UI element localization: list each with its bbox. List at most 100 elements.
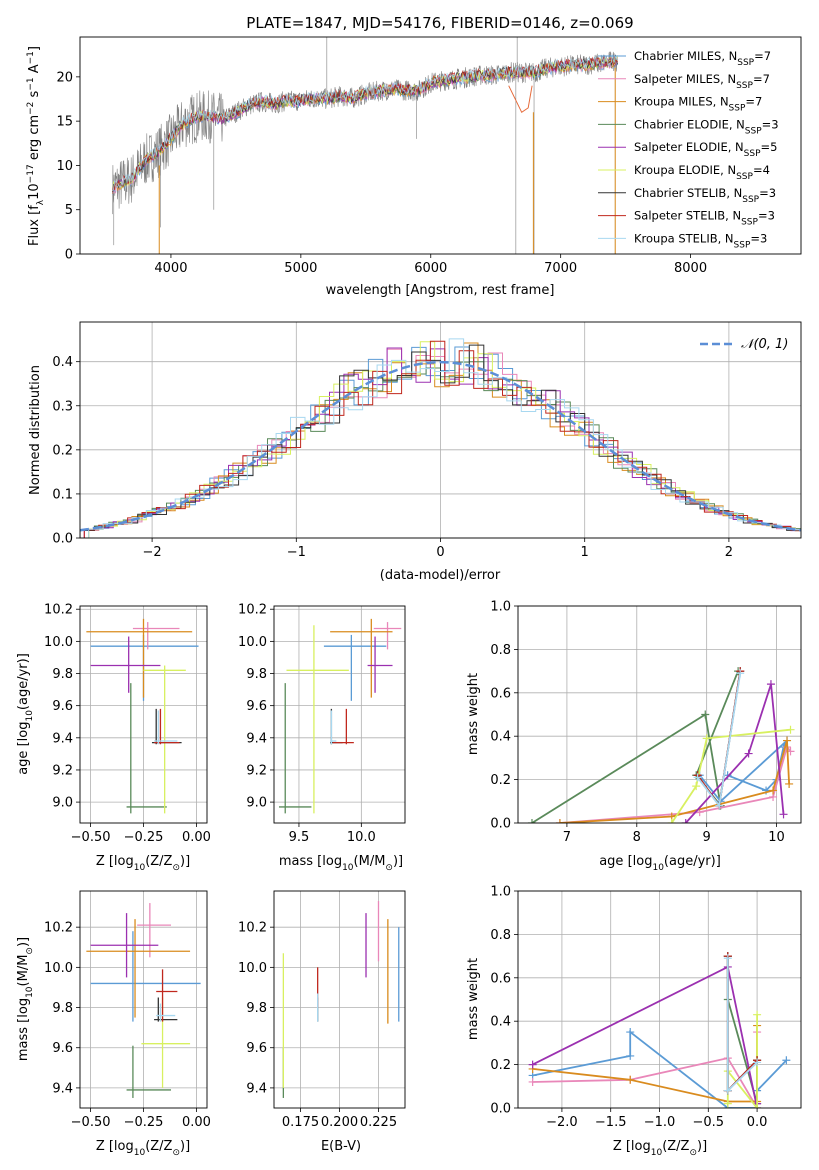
y-tick-label: 0.4 xyxy=(490,1015,511,1030)
y-tick-label: 0.2 xyxy=(490,773,511,788)
error-bar-point xyxy=(278,683,312,814)
y-tick-label: 15 xyxy=(56,115,73,130)
error-bar-point xyxy=(286,625,349,814)
mass-weight-marker xyxy=(701,710,710,719)
y-tick-label: 9.8 xyxy=(246,667,267,682)
y-tick-label: 9.6 xyxy=(246,1041,267,1056)
y-tick-label: 9.6 xyxy=(52,699,73,714)
y-tick-label: 0.0 xyxy=(490,1102,511,1117)
mass-weight-marker xyxy=(626,1075,635,1084)
mass-weight-marker xyxy=(681,819,690,823)
error-bar-point xyxy=(154,710,178,745)
age-weight-axes-frame xyxy=(517,605,802,824)
y-tick-label: 10.2 xyxy=(238,921,267,936)
mass-age-axes: 9.5 10.0 9.0 9.2 9.4 9.6 9.8 10.0 10.2 xyxy=(238,603,406,845)
legend-label: Chabrier STELIB, NSSP=3 xyxy=(634,186,776,205)
error-bar-point xyxy=(323,634,387,701)
mass-weight-marker xyxy=(744,749,753,758)
mass-weight-marker xyxy=(766,680,775,689)
mass-weight-marker xyxy=(555,819,564,823)
x-tick-label: 10.0 xyxy=(347,830,376,845)
y-tick-label: 10.0 xyxy=(44,961,73,976)
y-tick-label: 20 xyxy=(56,70,73,85)
error-bar-point xyxy=(156,1003,176,1022)
y-tick-label: 0 xyxy=(65,248,73,263)
y-tick-label: 9.0 xyxy=(52,796,73,811)
y-tick-label: 9.8 xyxy=(52,667,73,682)
error-bar-point xyxy=(90,634,199,701)
mass-weight-marker xyxy=(783,736,792,745)
error-bar-point xyxy=(143,665,186,814)
y-tick-label: 9.8 xyxy=(52,1001,73,1016)
residual-histogram xyxy=(88,341,801,538)
residual-histogram xyxy=(83,340,801,538)
x-tick-label: −0.25 xyxy=(124,1115,164,1130)
residual-ylabel: Normed distribution xyxy=(28,365,43,495)
y-tick-label: 10.2 xyxy=(238,603,267,618)
mass-weight-line xyxy=(532,1025,758,1103)
y-tick-label: 9.8 xyxy=(246,1001,267,1016)
z-weight-axes-ticks: −2.0 −1.5 −1.0 −0.5 0.0 0.0 0.2 0.4 0.6 0.8 1.0 xyxy=(490,885,801,1130)
z-weight-axes-frame xyxy=(517,890,802,1109)
z-mass-xlabel: Z [log10(Z/Z⊙)] xyxy=(96,1139,190,1158)
legend-label: Chabrier ELODIE, NSSP=3 xyxy=(634,117,779,136)
x-tick-label: 9.5 xyxy=(289,830,310,845)
mass-weight-marker xyxy=(753,1010,762,1019)
x-tick-label: −2 xyxy=(143,545,162,560)
x-tick-label: 0.00 xyxy=(182,1115,211,1130)
y-tick-label: 9.2 xyxy=(52,763,73,778)
x-tick-label: 8000 xyxy=(674,261,707,276)
y-tick-label: 0.4 xyxy=(52,355,73,370)
mass-age-axes-plot xyxy=(278,618,402,814)
mass-weight-marker xyxy=(769,786,778,795)
mass-weight-line xyxy=(726,956,758,1093)
age-weight-ylabel: mass weight xyxy=(466,673,481,755)
y-tick-label: 9.4 xyxy=(246,1081,267,1096)
legend-label: Salpeter MILES, NSSP=7 xyxy=(634,72,770,91)
z-mass-axes-plot xyxy=(86,903,201,1098)
spectrum-axes-frame xyxy=(79,36,802,255)
mass-weight-line xyxy=(559,740,790,823)
mass-weight-marker xyxy=(785,779,794,788)
x-tick-label: 6000 xyxy=(414,261,447,276)
ebv-mass-axes-frame xyxy=(273,890,406,1109)
mass-weight-line xyxy=(685,683,785,823)
residual-xlabel: (data-model)/error xyxy=(380,568,501,583)
model-spectrum-line xyxy=(112,54,618,192)
z-mass-axes-ticks: −0.50 −0.25 0.00 9.4 9.6 9.8 10.0 10.2 xyxy=(44,891,211,1130)
z-age-axes-plot xyxy=(86,618,199,814)
z-age-axes-frame xyxy=(79,605,208,824)
error-bar-point xyxy=(137,903,172,958)
y-tick-label: 9.2 xyxy=(246,763,267,778)
error-bar-point xyxy=(330,710,337,745)
mass-weight-marker xyxy=(528,1077,537,1086)
age-weight-axes: 7 8 9 10 0.0 0.2 0.4 0.6 0.8 1.0 xyxy=(490,600,802,845)
y-tick-label: 0.3 xyxy=(52,399,73,414)
age-weight-axes-plot xyxy=(527,667,795,823)
mass-weight-line xyxy=(726,1014,758,1108)
error-bar-point xyxy=(126,1045,172,1098)
x-tick-label: 0.0 xyxy=(747,1115,768,1130)
x-tick-label: 0.00 xyxy=(182,830,211,845)
legend-label: Salpeter STELIB, NSSP=3 xyxy=(634,209,775,228)
x-tick-label: 9 xyxy=(703,830,711,845)
error-bar-point xyxy=(367,636,393,693)
error-bar-point xyxy=(126,683,167,814)
mass-weight-marker xyxy=(723,1099,732,1108)
y-tick-label: 0.0 xyxy=(52,532,73,547)
x-tick-label: 8 xyxy=(633,830,641,845)
error-bar-point xyxy=(132,622,180,650)
residual-axes-frame xyxy=(79,321,802,539)
y-tick-label: 0.8 xyxy=(490,928,511,943)
error-bar-point xyxy=(151,708,182,745)
x-tick-label: −1.5 xyxy=(595,1115,627,1130)
x-tick-label: −0.50 xyxy=(71,830,111,845)
ebv-mass-axes: 0.175 0.200 0.225 9.4 9.6 9.8 10.0 10.2 xyxy=(238,890,406,1130)
model-spectrum-line xyxy=(112,55,618,193)
y-tick-label: 1.0 xyxy=(490,885,511,900)
x-tick-label: 7 xyxy=(563,830,571,845)
mass-weight-marker xyxy=(753,1058,762,1067)
x-tick-label: 1 xyxy=(581,545,589,560)
x-tick-label: 5000 xyxy=(284,261,317,276)
